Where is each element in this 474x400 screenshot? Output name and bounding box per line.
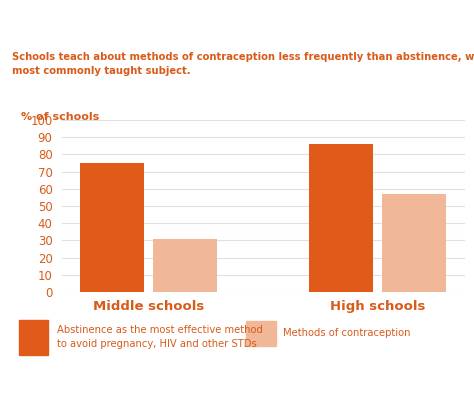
Text: Abstinence as the most effective method
to avoid pregnancy, HIV and other STDs: Abstinence as the most effective method … bbox=[57, 325, 263, 349]
Bar bbox=[80, 163, 144, 292]
Bar bbox=[382, 194, 446, 292]
FancyBboxPatch shape bbox=[246, 320, 276, 346]
Text: Methods of contraception: Methods of contraception bbox=[283, 328, 410, 338]
Text: Schools teach about methods of contraception less frequently than abstinence, wh: Schools teach about methods of contracep… bbox=[12, 52, 474, 76]
Bar bbox=[309, 144, 373, 292]
FancyBboxPatch shape bbox=[18, 320, 48, 354]
Text: % of schools: % of schools bbox=[21, 112, 100, 122]
Bar bbox=[153, 239, 217, 292]
Text: Sex Education in Schools: Sex Education in Schools bbox=[12, 14, 218, 28]
